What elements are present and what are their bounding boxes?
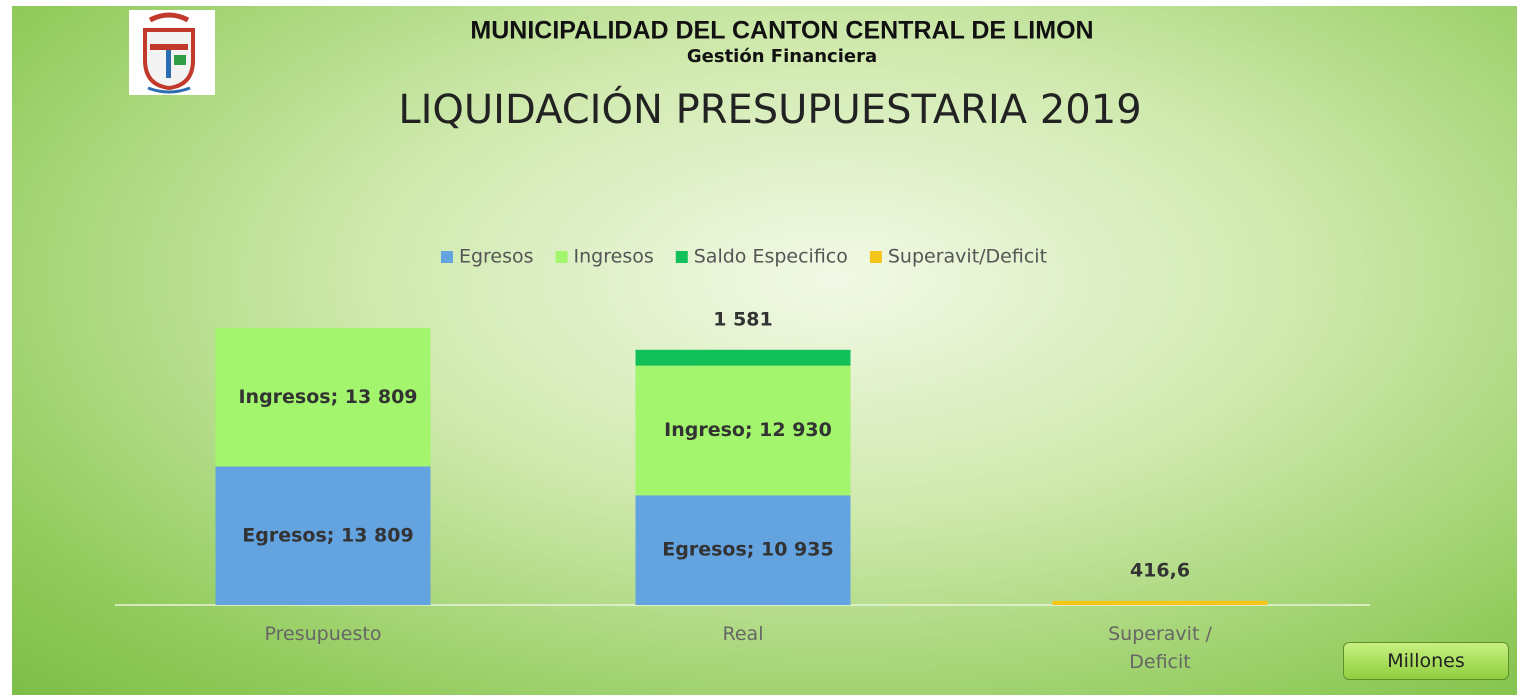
bar-segment [215, 466, 431, 605]
header-subtitle: Gestión Financiera [687, 46, 877, 67]
legend-label: Egresos [459, 246, 534, 268]
x-tick-label: Superavit / Deficit [1108, 623, 1212, 673]
x-tick-label: Presupuesto [264, 623, 382, 645]
bar-segment [1052, 600, 1268, 605]
bar-segment [635, 365, 851, 496]
logo [129, 10, 215, 95]
bar-segment [215, 328, 431, 467]
legend-label: Saldo Especifico [694, 246, 848, 268]
data-label: 1 581 [713, 308, 773, 330]
legend-swatch [555, 251, 568, 263]
legend-swatch [869, 251, 882, 263]
data-label: Ingreso; 12 930 [664, 419, 832, 441]
unit-button[interactable]: Millones [1343, 642, 1509, 680]
data-label: Ingresos; 13 809 [238, 386, 417, 408]
data-label: Egresos; 10 935 [662, 539, 833, 561]
header-title: MUNICIPALIDAD DEL CANTON CENTRAL DE LIMO… [470, 17, 1093, 45]
legend-label: Superavit/Deficit [888, 246, 1047, 268]
frame-left [0, 0, 12, 695]
legend-label: Ingresos [574, 246, 654, 268]
data-label: 416,6 [1130, 559, 1190, 581]
legend-swatch [440, 251, 453, 263]
bar-segment [635, 495, 851, 605]
frame-top [0, 0, 1517, 6]
legend-swatch [675, 251, 688, 263]
data-label: Egresos; 13 809 [242, 524, 413, 546]
x-tick-label: Real [722, 623, 764, 645]
bar-segment [635, 349, 851, 366]
chart-title: LIQUIDACIÓN PRESUPUESTARIA 2019 [398, 85, 1141, 133]
